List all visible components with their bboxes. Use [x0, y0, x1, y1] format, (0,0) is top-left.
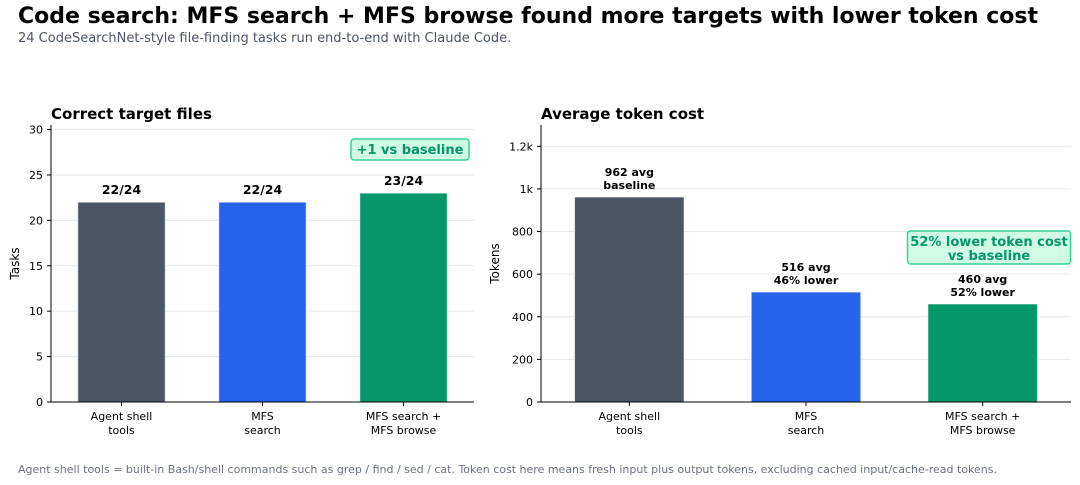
- y-tick-label: 200: [512, 353, 533, 366]
- bar-value-label: 22/24: [102, 182, 142, 197]
- chart-title: Correct target files: [51, 105, 212, 123]
- bar: [218, 201, 307, 403]
- x-tick-label: MFS browse: [371, 424, 437, 437]
- x-tick-label: tools: [108, 424, 135, 437]
- bar: [77, 201, 166, 403]
- y-tick-label: 10: [29, 305, 43, 318]
- x-tick-label: MFS search +: [945, 410, 1020, 423]
- bar-value-label: 460 avg: [958, 273, 1007, 286]
- bar-value-label: 962 avg: [605, 166, 654, 179]
- x-tick-label: search: [788, 424, 825, 437]
- bar-value-label: baseline: [603, 179, 655, 192]
- bar-value-label: 516 avg: [781, 261, 830, 274]
- callout-text: +1 vs baseline: [357, 143, 464, 158]
- bar-value-label: 52% lower: [950, 286, 1015, 299]
- y-axis-label: Tokens: [488, 243, 502, 284]
- y-tick-label: 1.2k: [509, 140, 533, 153]
- page-subtitle: 24 CodeSearchNet-style file-finding task…: [18, 31, 512, 46]
- y-axis-label: Tasks: [8, 247, 22, 280]
- y-tick-label: 600: [512, 268, 533, 281]
- callout-text: 52% lower token cost: [910, 235, 1067, 250]
- bar-value-label: 46% lower: [774, 274, 839, 287]
- y-tick-label: 20: [29, 214, 43, 227]
- page-title: Code search: MFS search + MFS browse fou…: [18, 4, 1039, 29]
- bar: [359, 192, 448, 403]
- bar: [750, 291, 862, 403]
- callout-box: [350, 138, 470, 161]
- x-tick-label: search: [244, 424, 281, 437]
- bar-value-label: 23/24: [384, 173, 424, 188]
- y-tick-label: 25: [29, 169, 43, 182]
- x-tick-label: MFS: [251, 410, 274, 423]
- y-tick-label: 5: [36, 351, 43, 364]
- x-tick-label: MFS: [795, 410, 818, 423]
- x-tick-label: Agent shell: [599, 410, 661, 423]
- chart-title: Average token cost: [541, 105, 704, 123]
- y-tick-label: 0: [36, 396, 43, 409]
- x-tick-label: tools: [616, 424, 643, 437]
- y-tick-label: 400: [512, 311, 533, 324]
- bar: [574, 196, 685, 403]
- y-tick-label: 800: [512, 226, 533, 239]
- callout-box: [906, 230, 1072, 265]
- bar: [927, 303, 1038, 403]
- x-tick-label: Agent shell: [91, 410, 153, 423]
- bar-value-label: 22/24: [243, 182, 283, 197]
- callout-text: vs baseline: [948, 249, 1031, 264]
- footnote: Agent shell tools = built-in Bash/shell …: [18, 463, 997, 476]
- x-tick-label: MFS search +: [366, 410, 441, 423]
- y-tick-label: 15: [29, 260, 43, 273]
- y-tick-label: 1k: [520, 183, 534, 196]
- y-tick-label: 30: [29, 124, 43, 137]
- y-tick-label: 0: [526, 396, 533, 409]
- x-tick-label: MFS browse: [950, 424, 1016, 437]
